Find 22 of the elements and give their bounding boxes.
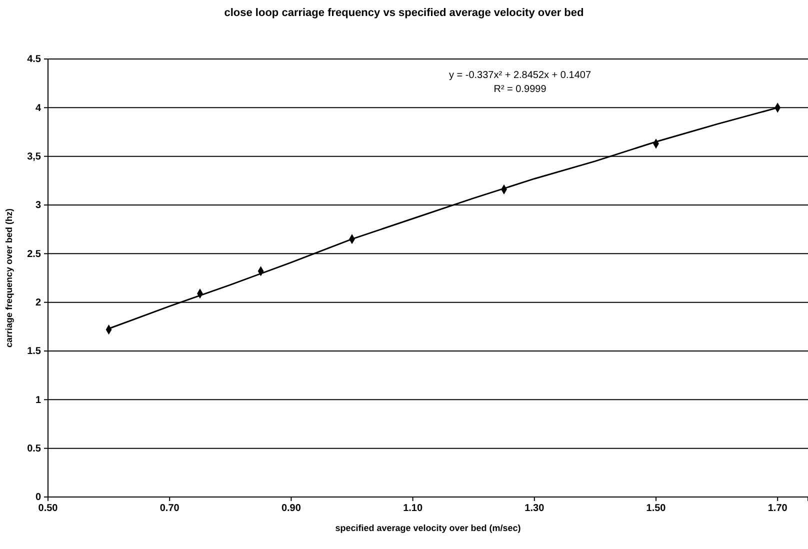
y-tick-label: 4 [35, 102, 42, 114]
y-tick-label: 0 [35, 492, 42, 504]
x-tick-label: 1.70 [768, 503, 788, 514]
y-tick-label: 3 [35, 200, 42, 212]
annotation: y = -0.337x² + 2.8452x + 0.1407 [448, 70, 592, 81]
x-tick-label: 1.30 [524, 503, 545, 514]
annotation: R² = 0.9999 [494, 84, 547, 95]
x-axis-title: specified average velocity over bed (m/sec) [335, 523, 521, 533]
x-tick-label: 0.50 [38, 503, 58, 514]
y-tick-label: 0.5 [27, 444, 42, 455]
y-axis-title: carriage frequency over bed (hz) [4, 208, 14, 348]
chart-title: close loop carriage frequency vs specified average velocity over bed [224, 7, 584, 19]
y-tick-label: 2.5 [27, 248, 42, 260]
y-tick-label: 4.5 [27, 54, 42, 66]
x-tick-label: 1.50 [646, 503, 666, 514]
x-tick-label: 0.70 [160, 503, 180, 514]
y-tick-label: 1 [35, 394, 42, 406]
y-tick-label: 2 [35, 298, 42, 309]
y-tick-label: 1.5 [27, 346, 42, 358]
y-tick-label: 3,5 [27, 152, 42, 163]
x-tick-label: 0.90 [281, 503, 302, 514]
x-tick-label: 1.10 [403, 503, 423, 514]
